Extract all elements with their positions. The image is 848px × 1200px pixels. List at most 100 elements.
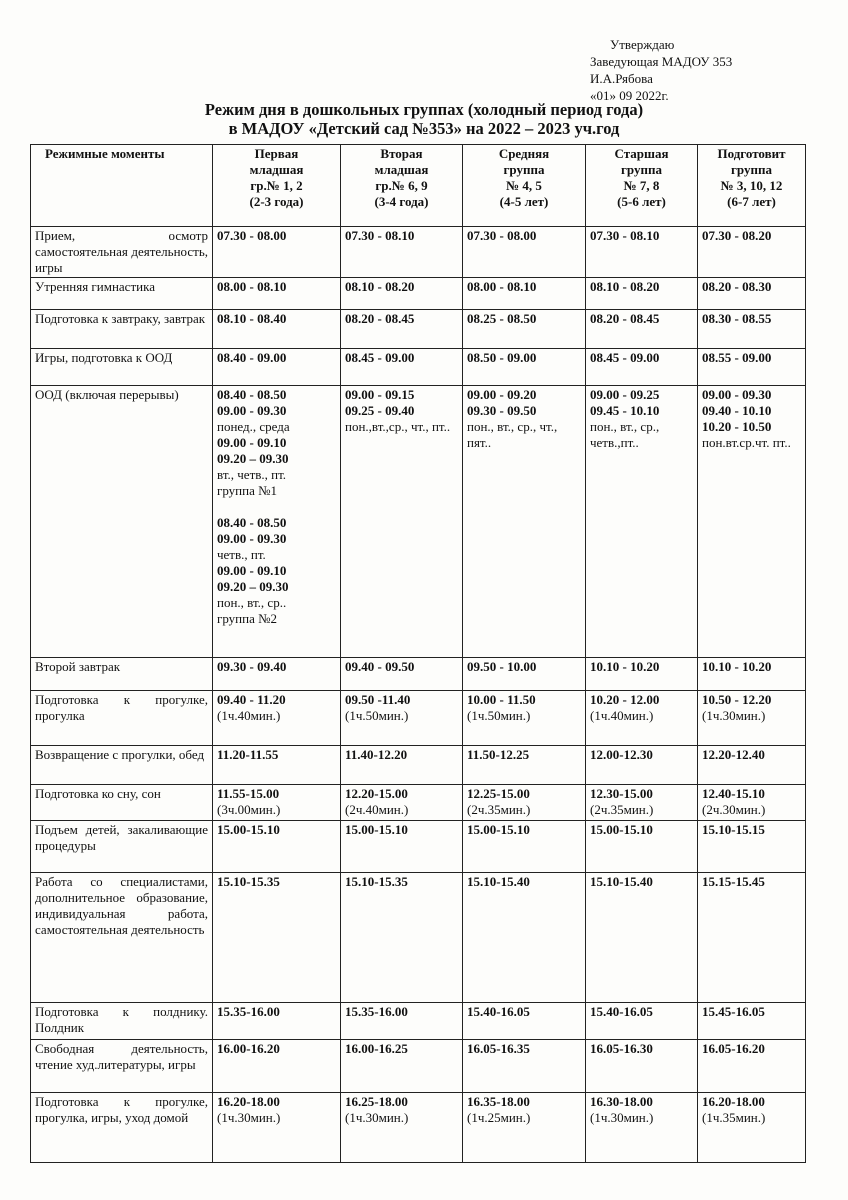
time-cell: 12.30-15.00 (2ч.35мин.) (585, 784, 698, 821)
time-cell: 16.00-16.25 (340, 1039, 463, 1093)
schedule-row: Второй завтрак 09.30 - 09.40 09.40 - 09.50… (30, 657, 806, 691)
schedule-row: Подготовка к прогулке, прогулка, игры, у… (30, 1092, 806, 1163)
cell-line: 08.40 - 08.50 (217, 387, 287, 402)
cell-line: (3ч.00мин.) (217, 802, 281, 817)
header-line: (5-6 лет) (617, 194, 666, 209)
cell-line: 10.20 - 12.00 (590, 692, 660, 707)
cell-line: 15.00-15.10 (345, 822, 408, 837)
cell-line: (1ч.30мин.) (217, 1110, 281, 1125)
time-cell: 16.00-16.20 (212, 1039, 341, 1093)
cell-line: 09.00 - 09.10 (217, 435, 287, 450)
cell-line: 15.00-15.10 (467, 822, 530, 837)
cell-line: 09.00 - 09.15 (345, 387, 415, 402)
schedule-table: Режимные моменты Первая младшая гр.№ 1, 2 (2… (30, 144, 806, 1163)
cell-line: 15.00-15.10 (217, 822, 280, 837)
time-cell: 08.55 - 09.00 (697, 348, 806, 386)
cell-line: 08.20 - 08.45 (590, 311, 660, 326)
row-label: Подготовка к прогулке, прогулка, игры, у… (30, 1092, 213, 1163)
time-cell: 15.45-16.05 (697, 1002, 806, 1040)
cell-line: 16.35-18.00 (467, 1094, 530, 1109)
cell-line: (2ч.35мин.) (590, 802, 654, 817)
cell-line: 07.30 - 08.00 (217, 228, 287, 243)
cell-line: 09.30 - 09.40 (217, 659, 287, 674)
header-line: № 3, 10, 12 (720, 178, 783, 193)
cell-line: 09.00 - 09.10 (217, 563, 287, 578)
time-cell: 12.40-15.10 (2ч.30мин.) (697, 784, 806, 821)
cell-line: 11.55-15.00 (217, 786, 280, 801)
cell-line: (1ч.35мин.) (702, 1110, 766, 1125)
time-cell: 08.10 - 08.40 (212, 309, 341, 349)
cell-line: 15.35-16.00 (217, 1004, 280, 1019)
row-label: Возвращение с прогулки, обед (30, 745, 213, 785)
header-line: (6-7 лет) (727, 194, 776, 209)
cell-line: 15.35-16.00 (345, 1004, 408, 1019)
cell-line: 15.10-15.15 (702, 822, 765, 837)
time-cell: 10.20 - 12.00 (1ч.40мин.) (585, 690, 698, 746)
approval-line: «01» 09 2022г. (590, 88, 669, 103)
time-cell: 16.30-18.00 (1ч.30мин.) (585, 1092, 698, 1163)
cell-line: 15.45-16.05 (702, 1004, 765, 1019)
cell-line: 08.00 - 08.10 (467, 279, 537, 294)
spacer (217, 499, 336, 515)
time-cell: 08.10 - 08.20 (585, 277, 698, 310)
schedule-row: Подготовка ко сну, сон 11.55-15.00 (3ч.00м… (30, 784, 806, 821)
row-label: Подготовка ко сну, сон (30, 784, 213, 821)
time-cell: 09.40 - 09.50 (340, 657, 463, 691)
header-line: гр.№ 6, 9 (375, 178, 428, 193)
cell-line: 15.10-15.35 (345, 874, 408, 889)
cell-line: 12.40-15.10 (702, 786, 765, 801)
cell-line: четв., пт. (217, 547, 266, 562)
time-cell: 15.10-15.15 (697, 820, 806, 873)
cell-line: 16.05-16.30 (590, 1041, 653, 1056)
time-cell: 08.20 - 08.45 (340, 309, 463, 349)
cell-line: 11.50-12.25 (467, 747, 530, 762)
row-label: Подготовка к завтраку, завтрак (30, 309, 213, 349)
time-cell: 09.50 -11.40 (1ч.50мин.) (340, 690, 463, 746)
cell-line: (1ч.25мин.) (467, 1110, 531, 1125)
cell-line: 09.00 - 09.25 (590, 387, 660, 402)
time-cell: 08.00 - 08.10 (212, 277, 341, 310)
cell-line: (1ч.50мин.) (345, 708, 409, 723)
cell-line: 16.25-18.00 (345, 1094, 408, 1109)
cell-line: 09.20 – 09.30 (217, 579, 289, 594)
cell-line: 15.00-15.10 (590, 822, 653, 837)
time-cell: 07.30 - 08.00 (462, 226, 586, 278)
schedule-row: Подготовка к прогулке, прогулка 09.40 - 1… (30, 690, 806, 746)
cell-line: 07.30 - 08.00 (467, 228, 537, 243)
cell-line: 08.10 - 08.20 (590, 279, 660, 294)
time-cell: 08.40 - 08.50 09.00 - 09.30 понед., среда 0… (212, 385, 341, 658)
time-cell: 08.30 - 08.55 (697, 309, 806, 349)
column-header: Первая младшая гр.№ 1, 2 (2-3 года) (212, 144, 341, 227)
row-label: Утренняя гимнастика (30, 277, 213, 310)
header-line: Первая (254, 146, 299, 161)
schedule-row: Подъем детей, закаливающие процедуры 15.0… (30, 820, 806, 873)
cell-line: 16.00-16.20 (217, 1041, 280, 1056)
row-label: Свободная деятельность, чтение худ.литер… (30, 1039, 213, 1093)
cell-line: 16.20-18.00 (217, 1094, 280, 1109)
cell-line: пон., вт., ср., четв.,пт.. (590, 419, 660, 450)
header-line: (2-3 года) (249, 194, 304, 209)
cell-line: (2ч.35мин.) (467, 802, 531, 817)
cell-line: 08.00 - 08.10 (217, 279, 287, 294)
row-label: Работа со специалистами, дополнительное … (30, 872, 213, 1003)
header-line: гр.№ 1, 2 (250, 178, 303, 193)
time-cell: 09.00 - 09.15 09.25 - 09.40 пон.,вт.,ср., … (340, 385, 463, 658)
cell-line: 09.40 - 11.20 (217, 692, 286, 707)
time-cell: 11.55-15.00 (3ч.00мин.) (212, 784, 341, 821)
time-cell: 15.00-15.10 (212, 820, 341, 873)
cell-line: 12.20-12.40 (702, 747, 765, 762)
cell-line: 12.25-15.00 (467, 786, 530, 801)
schedule-row: Подготовка к полднику. Полдник 15.35-16.0… (30, 1002, 806, 1040)
time-cell: 09.50 - 10.00 (462, 657, 586, 691)
time-cell: 08.10 - 08.20 (340, 277, 463, 310)
time-cell: 15.40-16.05 (585, 1002, 698, 1040)
header-line: группа (503, 162, 545, 177)
cell-line: 08.40 - 08.50 (217, 515, 287, 530)
cell-line: 15.10-15.40 (467, 874, 530, 889)
header-line: группа (621, 162, 662, 177)
row-label: Подъем детей, закаливающие процедуры (30, 820, 213, 873)
cell-line: 08.10 - 08.40 (217, 311, 287, 326)
cell-line: (1ч.40мин.) (217, 708, 281, 723)
cell-line: 09.40 - 10.10 (702, 403, 772, 418)
